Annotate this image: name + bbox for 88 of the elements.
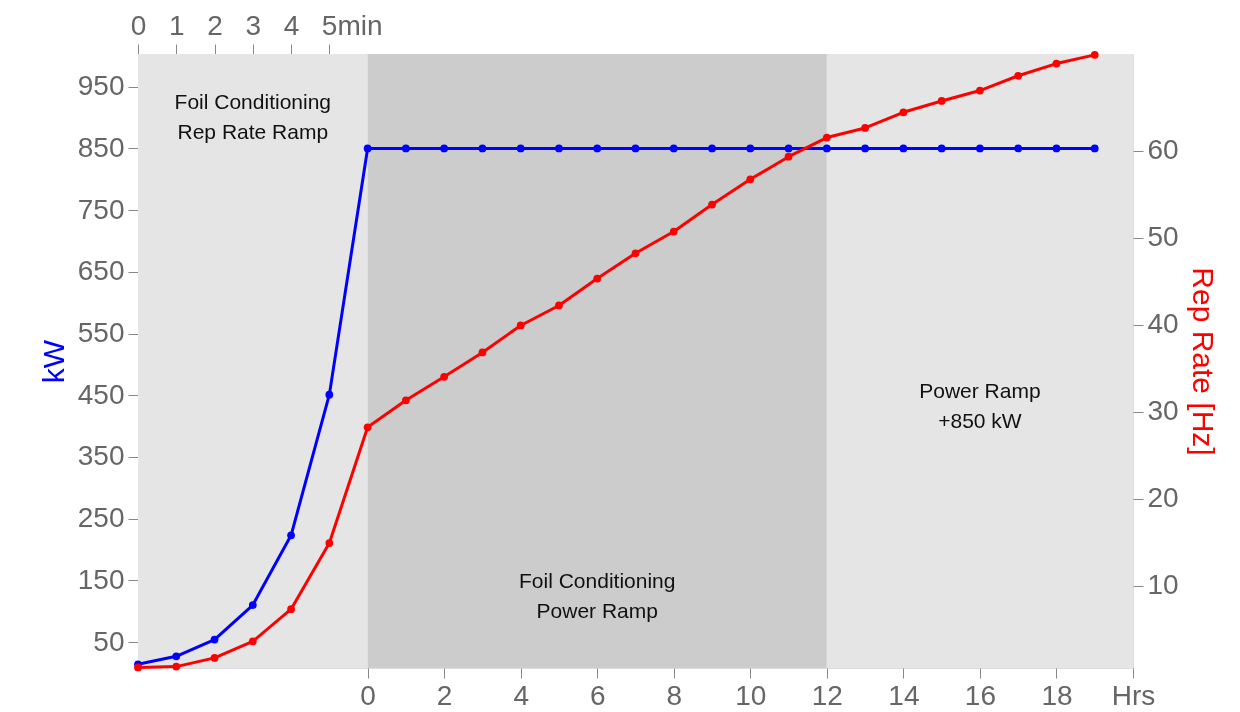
point xyxy=(440,372,449,381)
point xyxy=(478,348,487,357)
y-axis-title: kW xyxy=(36,339,70,384)
y-tick-label: 750 xyxy=(77,193,125,225)
point xyxy=(1090,144,1099,153)
x2-tick-label: 3 xyxy=(245,9,262,41)
point xyxy=(1090,51,1099,59)
point xyxy=(1014,71,1023,80)
x2-tick-label: 1 xyxy=(168,9,185,41)
y-tick-label: 650 xyxy=(77,255,125,287)
x-tick-label: 2 xyxy=(436,679,453,711)
y-tick-label: 50 xyxy=(93,625,125,657)
y2-tick-label: 10 xyxy=(1147,569,1179,601)
point xyxy=(861,124,869,132)
x2-tick-label: 4 xyxy=(283,9,300,41)
y2-tick-label: 40 xyxy=(1147,308,1179,340)
point xyxy=(363,144,372,153)
point xyxy=(210,635,219,644)
x-tick-label: 8 xyxy=(666,679,683,711)
point xyxy=(899,144,908,153)
point xyxy=(172,662,181,671)
x-tick-label: 0 xyxy=(360,679,376,711)
point xyxy=(287,605,295,614)
point xyxy=(210,654,219,662)
point xyxy=(899,108,908,117)
y2-axis-title: Rep Rate [Hz] xyxy=(1186,267,1220,456)
point xyxy=(631,144,640,153)
y-tick-label: 350 xyxy=(77,440,125,472)
band-label: Foil Conditioning Rep Rate Ramp xyxy=(174,90,332,144)
y-tick-label: 150 xyxy=(77,563,125,595)
x-tick-label: 4 xyxy=(513,679,529,711)
point xyxy=(363,423,372,432)
y-tick-label: 950 xyxy=(77,70,125,102)
y2-tick-label: 30 xyxy=(1147,395,1179,427)
band-label: Foil Conditioning Power Ramp xyxy=(519,569,676,623)
point xyxy=(402,396,410,405)
point xyxy=(555,144,563,153)
point xyxy=(937,97,946,105)
x-tick-label: 16 xyxy=(964,679,996,711)
point xyxy=(937,144,946,153)
x-tick-label: 18 xyxy=(1041,679,1073,711)
point xyxy=(784,144,793,153)
point xyxy=(1052,59,1061,68)
point xyxy=(555,301,563,310)
y2-tick-label: 60 xyxy=(1147,134,1179,166)
point xyxy=(248,601,257,609)
point xyxy=(287,531,295,540)
x-tick-label: 14 xyxy=(888,679,920,711)
point xyxy=(708,200,716,209)
point xyxy=(516,144,525,153)
x2-tick-label: 5min xyxy=(321,9,383,41)
y-tick-label: 550 xyxy=(77,317,125,349)
x-tick-label: 12 xyxy=(811,679,843,711)
point xyxy=(516,321,525,330)
x-tick-label: 6 xyxy=(589,679,606,711)
point xyxy=(172,652,181,661)
x-tick-label: 10 xyxy=(735,679,767,711)
point xyxy=(669,144,678,153)
point xyxy=(669,227,678,236)
point xyxy=(1052,144,1061,153)
point xyxy=(325,539,334,547)
point xyxy=(593,144,602,153)
x-tick-label: Hrs xyxy=(1111,679,1156,711)
y-tick-label: 250 xyxy=(77,502,125,534)
point xyxy=(861,144,869,153)
point xyxy=(440,144,449,153)
point xyxy=(976,86,984,95)
x2-tick-label: 2 xyxy=(207,9,223,41)
y-tick-label: 450 xyxy=(77,378,125,410)
point xyxy=(248,637,257,646)
point xyxy=(478,144,487,153)
point xyxy=(593,274,602,283)
point xyxy=(822,144,831,153)
point xyxy=(402,144,410,153)
y2-tick-label: 20 xyxy=(1147,482,1179,514)
point xyxy=(631,249,640,258)
band-label: Power Ramp +850 kW xyxy=(919,378,1041,432)
y-tick-label: 850 xyxy=(77,131,125,163)
point xyxy=(784,152,793,161)
y2-tick-label: 50 xyxy=(1147,221,1179,253)
x2-tick-label: 0 xyxy=(130,9,147,41)
point xyxy=(325,390,334,399)
point xyxy=(1014,144,1023,153)
point xyxy=(976,144,984,153)
point xyxy=(822,133,831,142)
point xyxy=(746,144,755,153)
point xyxy=(708,144,716,153)
point xyxy=(746,175,755,184)
